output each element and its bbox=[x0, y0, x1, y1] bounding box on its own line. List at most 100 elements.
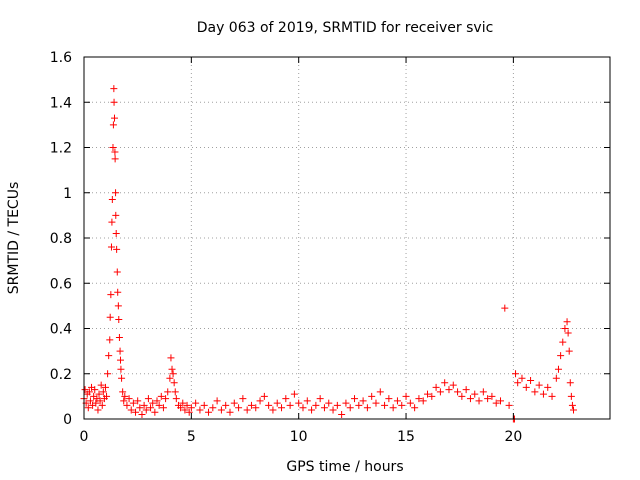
data-point bbox=[389, 404, 397, 412]
y-tick-label: 0.8 bbox=[50, 231, 72, 247]
data-point bbox=[449, 381, 457, 389]
data-point bbox=[157, 392, 165, 400]
data-point bbox=[342, 399, 350, 407]
data-point bbox=[125, 395, 133, 403]
data-point bbox=[567, 392, 575, 400]
data-point bbox=[286, 401, 294, 409]
data-point bbox=[411, 404, 419, 412]
data-points bbox=[80, 85, 578, 423]
data-point bbox=[98, 401, 106, 409]
data-point bbox=[181, 406, 189, 414]
data-point bbox=[505, 401, 513, 409]
data-point bbox=[278, 404, 286, 412]
data-point bbox=[107, 243, 115, 251]
data-point bbox=[107, 291, 115, 299]
data-point bbox=[273, 399, 281, 407]
data-point bbox=[338, 410, 346, 418]
data-point bbox=[91, 386, 99, 394]
data-point bbox=[116, 347, 124, 355]
data-point bbox=[114, 302, 122, 310]
data-point bbox=[514, 379, 522, 387]
data-point bbox=[299, 404, 307, 412]
data-point bbox=[419, 397, 427, 405]
data-point bbox=[119, 388, 127, 396]
data-point bbox=[200, 401, 208, 409]
data-point bbox=[108, 218, 116, 226]
data-point bbox=[92, 399, 100, 407]
data-point bbox=[554, 365, 562, 373]
data-point bbox=[155, 401, 163, 409]
data-point bbox=[566, 379, 574, 387]
data-point bbox=[458, 392, 466, 400]
data-point bbox=[501, 304, 509, 312]
axis-ticks: 0 5 10 15 20 0 0.2 0.4 0.6 0.8 1 1.2 1.4 1.6 bbox=[50, 50, 610, 445]
data-point bbox=[112, 211, 120, 219]
data-point bbox=[471, 390, 479, 398]
data-point bbox=[563, 318, 571, 326]
data-point bbox=[192, 399, 200, 407]
data-point bbox=[559, 338, 567, 346]
data-point bbox=[355, 401, 363, 409]
chart-title: Day 063 of 2019, SRMTID for receiver svi… bbox=[197, 20, 494, 36]
y-tick-label: 0.4 bbox=[50, 322, 72, 338]
data-point bbox=[123, 401, 131, 409]
data-point bbox=[116, 356, 124, 364]
x-tick-label: 20 bbox=[504, 429, 522, 445]
data-point bbox=[110, 98, 118, 106]
data-point bbox=[95, 390, 103, 398]
plot-frame bbox=[83, 56, 611, 420]
data-point bbox=[415, 395, 423, 403]
data-point bbox=[134, 397, 142, 405]
data-point bbox=[105, 352, 113, 360]
data-point bbox=[363, 404, 371, 412]
data-point bbox=[479, 388, 487, 396]
data-point bbox=[269, 406, 277, 414]
data-point bbox=[138, 410, 146, 418]
data-point bbox=[544, 383, 552, 391]
data-point bbox=[106, 313, 114, 321]
data-point bbox=[522, 383, 530, 391]
data-point bbox=[226, 408, 234, 416]
data-point bbox=[159, 404, 167, 412]
data-point bbox=[256, 397, 264, 405]
data-point bbox=[381, 401, 389, 409]
data-point bbox=[539, 390, 547, 398]
data-point bbox=[112, 189, 120, 197]
data-point bbox=[85, 388, 93, 396]
data-point bbox=[531, 388, 539, 396]
data-point bbox=[252, 404, 260, 412]
data-point bbox=[333, 401, 341, 409]
data-point bbox=[94, 406, 102, 414]
data-point bbox=[372, 399, 380, 407]
data-point bbox=[406, 399, 414, 407]
data-point bbox=[168, 365, 176, 373]
data-point bbox=[548, 392, 556, 400]
data-point bbox=[497, 397, 505, 405]
data-point bbox=[512, 370, 520, 378]
x-tick-label: 10 bbox=[290, 429, 308, 445]
data-point bbox=[565, 347, 573, 355]
data-point bbox=[432, 383, 440, 391]
data-point bbox=[561, 325, 569, 332]
data-point bbox=[187, 404, 195, 412]
data-point bbox=[129, 399, 137, 407]
data-point bbox=[171, 388, 179, 396]
data-point bbox=[247, 401, 255, 409]
data-point bbox=[398, 401, 406, 409]
data-point bbox=[462, 386, 470, 394]
data-point bbox=[205, 408, 213, 416]
data-point bbox=[316, 395, 324, 403]
x-axis-label: GPS time / hours bbox=[286, 459, 403, 475]
data-point bbox=[217, 406, 225, 414]
data-point bbox=[484, 395, 492, 403]
data-point bbox=[552, 374, 560, 382]
data-point bbox=[488, 392, 496, 400]
data-point bbox=[115, 315, 123, 323]
data-point bbox=[147, 404, 155, 412]
data-point bbox=[151, 408, 159, 416]
data-point bbox=[110, 114, 118, 122]
data-point bbox=[402, 392, 410, 400]
data-point bbox=[436, 388, 444, 396]
x-tick-label: 15 bbox=[397, 429, 415, 445]
data-point bbox=[113, 245, 121, 253]
